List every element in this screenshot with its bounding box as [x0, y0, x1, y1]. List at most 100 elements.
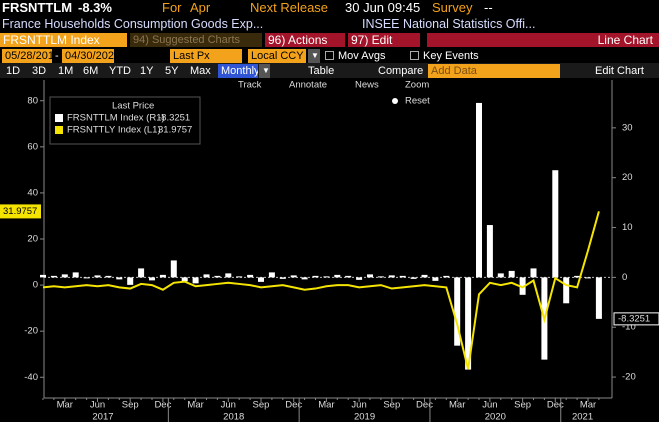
y2-tick-label: 30 [622, 122, 633, 133]
legend-label: FRSNTTLM Index (R1) [67, 113, 165, 124]
bar [258, 277, 264, 282]
last-value-tag [613, 312, 659, 326]
currency-field[interactable]: Local CCY [248, 49, 306, 63]
bar [236, 276, 243, 278]
edit-chart[interactable]: Edit Chart [595, 65, 644, 77]
currency-dropdown[interactable]: ▼ [308, 49, 320, 63]
x-year-label: 2019 [354, 412, 375, 422]
x-year-label: 2020 [485, 412, 506, 422]
source: INSEE National Statistics Offi... [362, 17, 536, 31]
bar [312, 275, 319, 278]
chart-tool[interactable]: News [355, 80, 379, 91]
bar [432, 277, 439, 281]
chart-tool[interactable]: Track [238, 80, 262, 91]
price-field[interactable]: Last Px [170, 49, 242, 63]
bar [334, 274, 341, 278]
y-tick-label: 0 [33, 280, 38, 291]
frequency-dropdown[interactable]: ▼ [259, 64, 270, 78]
x-tick-label: Mar [318, 400, 334, 411]
bar [214, 275, 221, 278]
period-label: For [162, 0, 182, 15]
bar [508, 270, 515, 278]
x-tick-label: Mar [580, 400, 596, 411]
legend-value: 31.9757 [158, 125, 192, 136]
table-button[interactable]: Table [308, 65, 335, 77]
compare-button[interactable]: Compare [378, 65, 424, 77]
range-button[interactable]: 1D [6, 65, 21, 77]
bar [497, 273, 504, 278]
legend-swatch [55, 126, 63, 134]
edit-menu[interactable]: 97) Edit [348, 33, 420, 47]
frequency[interactable]: Monthly [218, 64, 258, 78]
bar [552, 170, 559, 278]
x-tick-label: Dec [285, 400, 302, 411]
range-button[interactable]: 3D [32, 65, 47, 77]
range-button[interactable]: 1Y [140, 65, 154, 77]
x-tick-label: Jun [221, 400, 236, 411]
legend-value: -8.3251 [158, 113, 190, 124]
ticker: FRSNTTLM [2, 0, 73, 15]
checkbox[interactable] [325, 51, 334, 60]
bar [377, 276, 384, 278]
y2-tick-label: -10 [622, 322, 636, 333]
bar [72, 272, 79, 278]
bar [105, 275, 112, 278]
suggested-charts[interactable]: 94) Suggested Charts [130, 33, 262, 47]
range-button[interactable]: YTD [109, 65, 131, 77]
checkbox[interactable] [410, 51, 419, 60]
y-tick-label: -40 [24, 372, 38, 383]
change: -8.3% [78, 0, 112, 15]
bar [421, 274, 428, 278]
bar [563, 277, 570, 304]
release-label: Next Release [250, 0, 329, 15]
start-date[interactable]: 05/28/2015 [2, 49, 52, 63]
reset-button[interactable]: Reset [405, 96, 430, 107]
x-tick-label: Jun [482, 400, 497, 411]
range-button[interactable]: Max [190, 65, 211, 77]
key-events[interactable]: Key Events [423, 50, 479, 62]
bar [149, 277, 155, 281]
bar [595, 277, 602, 319]
bar [585, 277, 591, 279]
x-tick-label: Sep [383, 400, 400, 411]
x-tick-label: Jun [351, 400, 366, 411]
mov-avgs[interactable]: Mov Avgs [338, 50, 386, 62]
bar [301, 277, 308, 280]
bar [443, 275, 450, 278]
reset-icon[interactable] [392, 98, 398, 104]
x-tick-label: Dec [154, 400, 171, 411]
x-tick-label: Sep [514, 400, 531, 411]
survey: -- [484, 0, 493, 15]
chart-tool[interactable]: Zoom [405, 80, 429, 91]
legend-box [49, 96, 201, 145]
end-date[interactable]: 04/30/2021 [62, 49, 114, 63]
security-field[interactable]: FRSNTTLM Index [0, 33, 127, 47]
bar [159, 274, 166, 278]
range-button[interactable]: 5Y [165, 65, 179, 77]
x-tick-label: Sep [122, 400, 139, 411]
actions-menu[interactable]: 96) Actions [265, 33, 345, 47]
release: 30 Jun 09:45 [345, 0, 421, 15]
y-tick-label: 20 [27, 234, 38, 245]
range-button[interactable]: 6M [83, 65, 99, 77]
bar [203, 274, 210, 278]
bar [127, 277, 134, 285]
bar [94, 275, 101, 278]
bar [279, 277, 286, 279]
bar [61, 274, 68, 278]
legend-label: FRSNTTLY Index (L1) [67, 125, 161, 136]
bar [486, 225, 493, 278]
x-tick-label: Jun [90, 400, 105, 411]
range-button[interactable]: 1M [58, 65, 74, 77]
chart-type: Line Chart [427, 33, 659, 47]
y2-tick-label: -20 [622, 372, 636, 383]
y-tick-label: 40 [27, 187, 38, 198]
bar [268, 272, 275, 278]
bar [138, 268, 145, 278]
chart-tool[interactable]: Annotate [289, 80, 327, 91]
y-tick-label: 60 [27, 141, 38, 152]
bar [225, 273, 232, 278]
add-data[interactable]: Add Data [428, 64, 560, 78]
last-value-tag [0, 204, 41, 219]
